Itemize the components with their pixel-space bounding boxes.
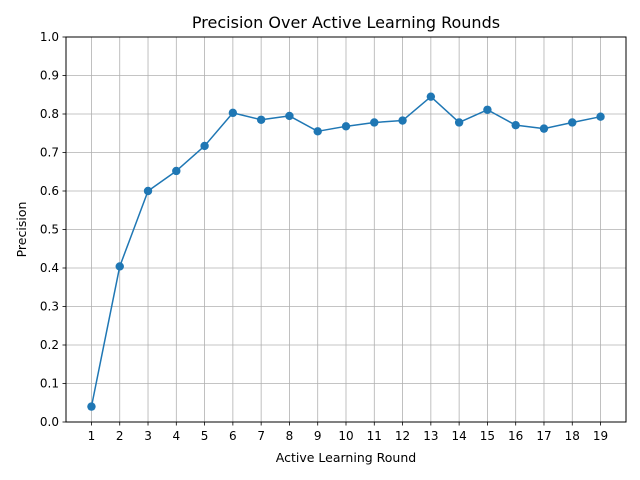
x-tick-label: 18 — [565, 429, 580, 443]
chart-title: Precision Over Active Learning Rounds — [192, 13, 500, 32]
x-tick-label: 17 — [536, 429, 551, 443]
y-tick-label: 0.7 — [40, 146, 59, 160]
x-tick-label: 14 — [451, 429, 466, 443]
x-tick-label: 11 — [367, 429, 382, 443]
x-tick-label: 5 — [201, 429, 209, 443]
y-tick-label: 1.0 — [40, 30, 59, 44]
x-tick-label: 4 — [172, 429, 180, 443]
data-point — [115, 262, 124, 271]
y-tick-label: 0.8 — [40, 107, 59, 121]
y-tick-label: 0.2 — [40, 338, 59, 352]
y-axis-ticks: 0.0 0.1 0.2 0.3 0.4 0.5 0.6 0.7 0.8 0.9 1.0 — [40, 30, 66, 429]
series-layer — [87, 92, 605, 411]
data-point — [200, 141, 209, 151]
x-tick-label: 19 — [593, 429, 608, 443]
x-tick-label: 3 — [144, 429, 152, 443]
data-point — [285, 111, 294, 121]
data-point — [228, 108, 238, 118]
x-tick-label: 13 — [423, 429, 438, 443]
x-tick-label: 6 — [229, 429, 237, 443]
x-tick-label: 2 — [116, 429, 124, 443]
data-point — [313, 127, 322, 136]
data-point — [341, 122, 351, 131]
data-point — [596, 112, 605, 121]
y-tick-label: 0.3 — [40, 300, 59, 314]
data-point — [398, 116, 407, 125]
y-tick-label: 0.5 — [40, 223, 59, 237]
x-tick-label: 1 — [88, 429, 96, 443]
x-tick-label: 15 — [480, 429, 495, 443]
y-tick-label: 0.4 — [40, 261, 59, 275]
y-tick-label: 0.0 — [40, 415, 59, 429]
x-axis-ticks: 1 2 3 4 5 6 7 8 9 10 11 12 13 14 15 16 17 18 19 — [88, 422, 608, 443]
x-tick-label: 12 — [395, 429, 410, 443]
x-tick-label: 7 — [257, 429, 265, 443]
y-tick-label: 0.1 — [40, 377, 59, 391]
data-point — [511, 120, 520, 130]
x-tick-label: 16 — [508, 429, 523, 443]
data-point — [370, 118, 379, 127]
x-tick-label: 9 — [314, 429, 322, 443]
data-point — [568, 118, 577, 127]
data-point — [426, 92, 436, 101]
x-tick-label: 10 — [338, 429, 353, 443]
y-tick-label: 0.6 — [40, 184, 59, 198]
data-point — [454, 118, 464, 127]
data-point — [87, 402, 96, 411]
data-point — [483, 105, 492, 114]
data-point — [172, 166, 181, 176]
x-axis-label: Active Learning Round — [276, 450, 416, 465]
data-point — [143, 186, 153, 196]
y-axis-label: Precision — [14, 202, 29, 258]
data-point — [539, 124, 549, 133]
x-tick-label: 8 — [286, 429, 294, 443]
y-tick-label: 0.9 — [40, 69, 59, 83]
data-point — [256, 115, 266, 124]
